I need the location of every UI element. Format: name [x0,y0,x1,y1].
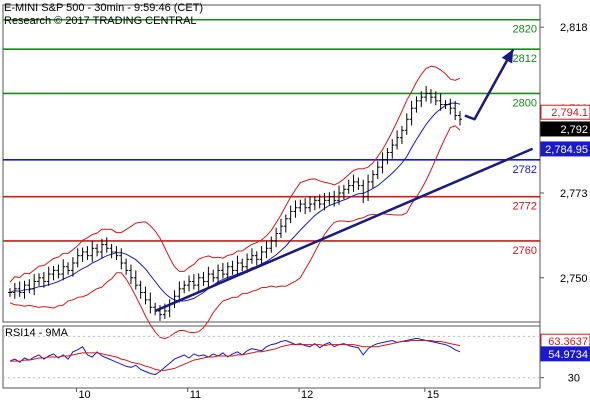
rsi-tag-label: 54.9734 [548,349,588,361]
level-label-2760: 2760 [513,245,537,257]
bollinger-bands [9,65,461,340]
rsi-tag-label: 63.3637 [548,336,588,348]
price-bars [8,86,462,321]
y-tick-label: 2,773 [560,188,588,200]
level-label-2820: 2820 [513,24,537,36]
support-trendline [154,147,534,313]
x-tick-label: 12 [301,389,313,400]
rsi-tag-box [540,346,590,362]
price-tag-box [540,121,590,137]
x-tick-label: 10 [78,389,90,400]
copyright-text: Research © 2017 TRADING CENTRAL [4,15,197,27]
level-label-2812: 2812 [513,53,537,65]
rsi-title: RSI14 - 9MA [5,327,69,339]
bollinger-upper-band [9,65,461,283]
bollinger-lower-band [9,125,461,340]
level-lines: 2820 2812 2800 2782 2772 2760 [3,18,540,257]
y-tick-label: 2,818 [560,22,588,34]
main-plot-border [2,4,541,323]
rsi-plot-border [2,325,541,389]
price-tag-label: 2,794.1 [551,107,588,119]
time-axis: 10 11 12 15 [75,388,439,400]
price-tags: 2,794.1 2,792 2,784.95 [540,104,590,157]
rsi-ma-line [10,340,461,371]
price-tag-box [540,141,590,157]
projection-arrow-line [464,48,515,121]
rsi-line [9,337,461,376]
level-label-2800: 2800 [513,97,537,109]
price-tag-label: 2,784.95 [545,144,588,156]
price-tag-box [540,104,590,120]
x-tick-label: 11 [190,389,201,400]
rsi-y-tick-label: 30 [568,373,580,385]
y-tick-label: 2,750 [560,273,588,285]
trendlines [154,48,534,313]
level-label-2782: 2782 [513,164,537,176]
price-tag-label: 2,792 [560,124,588,136]
chart-title: E-MINI S&P 500 - 30min - 9:59:46 (CET) [4,2,204,14]
projection-arrow-head [501,49,514,64]
x-tick-label: 15 [427,389,439,400]
level-label-2772: 2772 [513,201,537,213]
moving-average-line [9,102,461,302]
